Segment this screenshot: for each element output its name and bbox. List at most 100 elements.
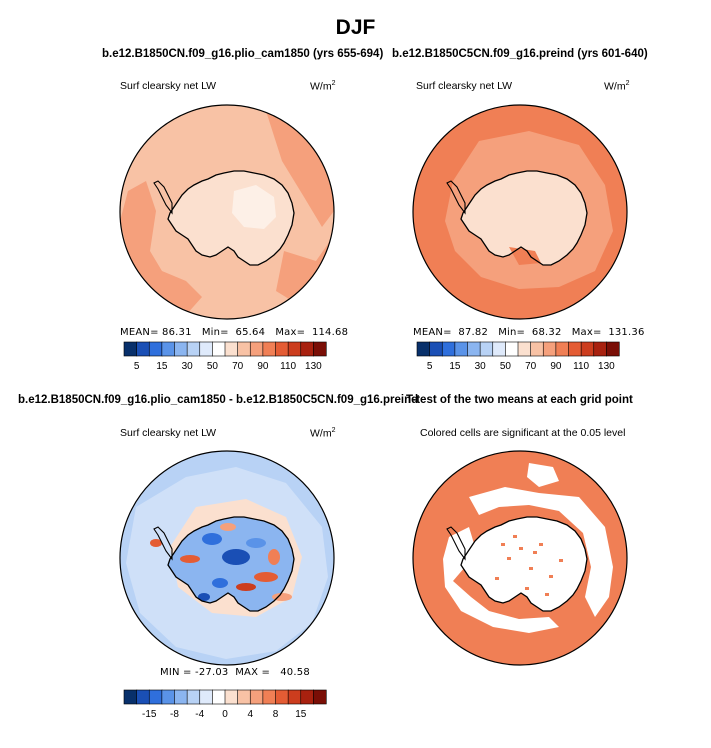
colorbar-plio-swatch	[186, 341, 201, 357]
map-ttest	[412, 450, 628, 666]
panel-bl-stats: MIN = -27.03 MAX = 40.58	[160, 667, 310, 678]
colorbar-difference-swatch	[212, 689, 226, 705]
field-anomaly	[198, 593, 210, 601]
colorbar-preind-swatch	[530, 341, 544, 357]
main-title: DJF	[335, 16, 376, 39]
colorbar-difference-tick-label: -8	[170, 709, 179, 720]
colorbar-difference-swatch	[249, 689, 264, 705]
panel-tl-title: b.e12.B1850CN.f09_g16.plio_cam1850 (yrs …	[102, 48, 384, 60]
colorbar-plio-swatch	[300, 341, 314, 357]
colorbar-plio-tick-label: 90	[257, 361, 269, 372]
colorbar-difference-swatch	[224, 689, 239, 705]
field-region	[232, 185, 276, 229]
colorbar-difference-swatch	[148, 689, 163, 705]
colorbar-difference-swatch	[186, 689, 201, 705]
antarctica-coastline	[460, 516, 588, 612]
colorbar-difference-swatch	[199, 689, 213, 705]
panel-tr-title: b.e12.B1850C5CN.f09_g16.preind (yrs 601-…	[392, 48, 648, 60]
colorbar-plio-tick-label: 130	[305, 361, 322, 372]
colorbar-plio-swatch	[275, 341, 289, 357]
panel-bl-title: b.e12.B1850CN.f09_g16.plio_cam1850 - b.e…	[18, 394, 419, 406]
colorbar-difference-swatch	[237, 689, 251, 705]
field-anomaly	[202, 533, 222, 545]
colorbar-plio-swatch	[313, 341, 327, 357]
colorbar-plio-swatch	[161, 341, 176, 357]
colorbar-preind-tick-label: 130	[598, 361, 615, 372]
significant-cell	[545, 593, 549, 596]
map-preind	[412, 104, 628, 320]
field-region	[266, 111, 334, 227]
colorbar-difference-tick-label: -15	[142, 709, 157, 720]
colorbar-preind-tick-label: 15	[449, 361, 461, 372]
significant-cell	[519, 547, 523, 550]
colorbar-preind-tick-label: 110	[573, 361, 589, 372]
field-anomaly	[220, 523, 236, 531]
colorbar-plio-tick-label: 5	[134, 361, 140, 372]
colorbar-plio-tick-label: 110	[280, 361, 296, 372]
colorbar-preind-swatch	[542, 341, 557, 357]
colorbar-plio-swatch	[136, 341, 150, 357]
colorbar-plio-swatch	[249, 341, 264, 357]
colorbar-plio-tick-label: 15	[156, 361, 168, 372]
colorbar-plio-swatch	[199, 341, 213, 357]
significant-cell	[507, 557, 511, 560]
colorbar-difference-swatch	[174, 689, 188, 705]
colorbar-difference-swatch	[300, 689, 314, 705]
antarctica-coastline	[167, 170, 295, 266]
peninsula-coastline	[153, 180, 173, 215]
panel-tr-stats: MEAN= 87.82 Min= 68.32 Max= 131.36	[413, 327, 645, 338]
panel-tr-variable: Surf clearsky net LW	[416, 80, 513, 92]
antarctica-coastline	[460, 170, 588, 266]
map-border	[119, 104, 335, 320]
colorbar-preind-swatch	[441, 341, 456, 357]
significant-cell	[525, 587, 529, 590]
colorbar-difference-swatch	[287, 689, 302, 705]
field-anomaly	[222, 549, 250, 565]
map-border	[119, 450, 335, 666]
colorbar-difference-tick-label: 15	[295, 709, 307, 720]
colorbar-plio-swatch	[262, 341, 277, 357]
antarctica-coastline	[167, 516, 295, 612]
colorbar-difference-tick-label: 0	[222, 709, 228, 720]
field-anomaly	[268, 549, 280, 565]
panel-bl-units: W/m2	[310, 427, 336, 440]
panel-tl-variable: Surf clearsky net LW	[120, 80, 217, 92]
panel-br-note: Colored cells are significant at the 0.0…	[420, 427, 626, 439]
field-anomaly	[150, 539, 162, 547]
peninsula-coastline	[446, 180, 466, 215]
colorbar-plio-tick-label: 30	[182, 361, 194, 372]
peninsula-coastline	[446, 526, 466, 561]
colorbar-preind-tick-label: 5	[427, 361, 433, 372]
map-border	[412, 104, 628, 320]
colorbar-preind-swatch	[416, 341, 431, 357]
colorbar-preind-swatch	[555, 341, 570, 357]
peninsula-coastline	[153, 526, 173, 561]
colorbar-preind-swatch	[517, 341, 532, 357]
map-border	[412, 450, 628, 666]
colorbar-preind-tick-label: 50	[500, 361, 512, 372]
panel-bl-variable: Surf clearsky net LW	[120, 427, 217, 439]
colorbar-difference-swatch	[136, 689, 150, 705]
colorbar-difference-tick-label: 4	[247, 709, 253, 720]
map-plio	[119, 104, 335, 320]
colorbar-preind-tick-label: 90	[550, 361, 562, 372]
field-anomaly	[212, 578, 228, 588]
colorbar-difference: -15 -8 -4 0 4 8 15	[123, 689, 327, 720]
significant-cell	[529, 567, 533, 570]
colorbar-plio-swatch	[287, 341, 302, 357]
non-significant-region	[443, 527, 559, 633]
panel-tl-units: W/m2	[310, 80, 336, 93]
panel-tl-stats: MEAN= 86.31 Min= 65.64 Max= 114.68	[120, 327, 349, 338]
panel-tr-units: W/m2	[604, 80, 630, 93]
field-anomaly	[180, 555, 200, 563]
significant-cell	[533, 551, 537, 554]
colorbar-preind-swatch	[580, 341, 595, 357]
colorbar-preind-swatch	[429, 341, 443, 357]
colorbar-preind: 5 15 30 50 70 90 110 130	[416, 341, 620, 372]
colorbar-plio-tick-label: 70	[232, 361, 244, 372]
colorbar-difference-swatch	[275, 689, 289, 705]
significant-cell	[495, 577, 499, 580]
colorbar-plio: 5 15 30 50 70 90 110 130	[123, 341, 327, 372]
significant-cell	[549, 575, 553, 578]
colorbar-plio-swatch	[224, 341, 239, 357]
